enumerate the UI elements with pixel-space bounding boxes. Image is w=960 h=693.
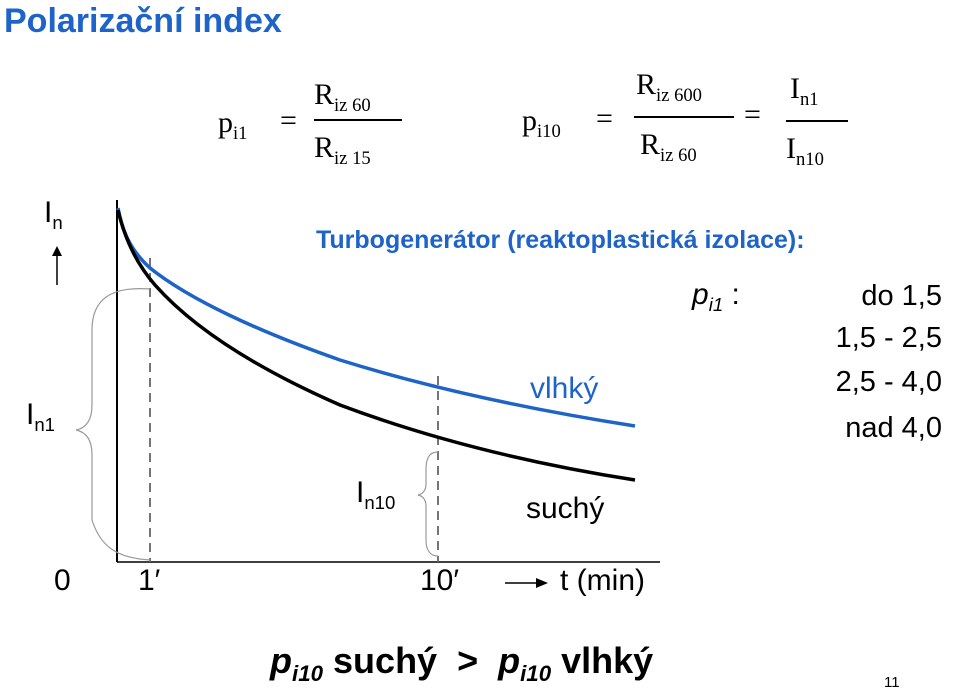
current-ratio-numerator-sub: n1 [800,89,819,110]
fraction-numerator-sub: iz 60 [334,95,371,116]
formula-pi1: pi1 = Riz 60 Riz 15 [218,78,408,188]
conclusion-statement: pi10 suchý > pi10 vlhký [270,640,654,687]
x-tick-label: 1′ [138,564,161,597]
x-axis-arrowhead [536,578,548,588]
current-ratio-denominator-sub: n10 [796,149,824,170]
brace-in10 [417,451,439,557]
fraction-bar [314,119,402,121]
y-axis-arrowhead [52,246,62,256]
annotation-in1: In1 [26,398,56,435]
x-axis-label: t (min) [560,564,645,597]
pi1-label: pi1 : [692,278,740,315]
current-ratio-denominator: I [786,132,796,165]
fraction-numerator-sub: iz 600 [656,85,702,106]
series-vlhky-line [116,207,636,428]
equals-sign: = [744,98,761,131]
fraction-bar [786,120,848,122]
table-value: 2,5 - 4,0 [835,366,942,398]
y-axis-label: In [44,196,63,233]
table-value: do 1,5 [861,280,942,312]
annotation-in10: In10 [356,476,396,513]
section-subtitle: Turbogenerátor (reaktoplastická izolace)… [316,226,805,254]
fraction-denominator: R [314,131,335,164]
page-number: 11 [884,674,900,691]
fraction-denominator-sub: iz 60 [660,145,697,166]
formula-lhs: p [522,104,537,137]
formula-lhs: p [218,106,233,139]
x-tick-label: 10′ [420,564,459,597]
fraction-bar [634,116,734,118]
formula-lhs-sub: i1 [233,123,248,144]
equals-sign: = [596,102,613,135]
formula-pi10: pi10 = Riz 600 Riz 60 = In1 In10 [522,68,862,188]
table-value: nad 4,0 [845,412,942,444]
table-value: 1,5 - 2,5 [835,322,942,354]
equals-sign: = [280,104,297,137]
x-tick-label: 0 [54,564,71,597]
series-suchy-line [116,209,636,482]
formula-lhs-sub: i10 [537,121,561,142]
fraction-numerator: R [314,78,335,111]
decay-baseline-curve [91,519,151,561]
fraction-denominator: R [640,128,661,161]
fraction-denominator-sub: iz 15 [334,148,371,169]
brace-in1 [75,288,151,520]
current-ratio-numerator: I [790,72,800,105]
series-label-vlhky: vlhký [530,372,599,405]
series-label-suchy: suchý [526,492,605,525]
fraction-numerator: R [636,68,657,101]
page-title: Polarizační index [4,2,282,40]
